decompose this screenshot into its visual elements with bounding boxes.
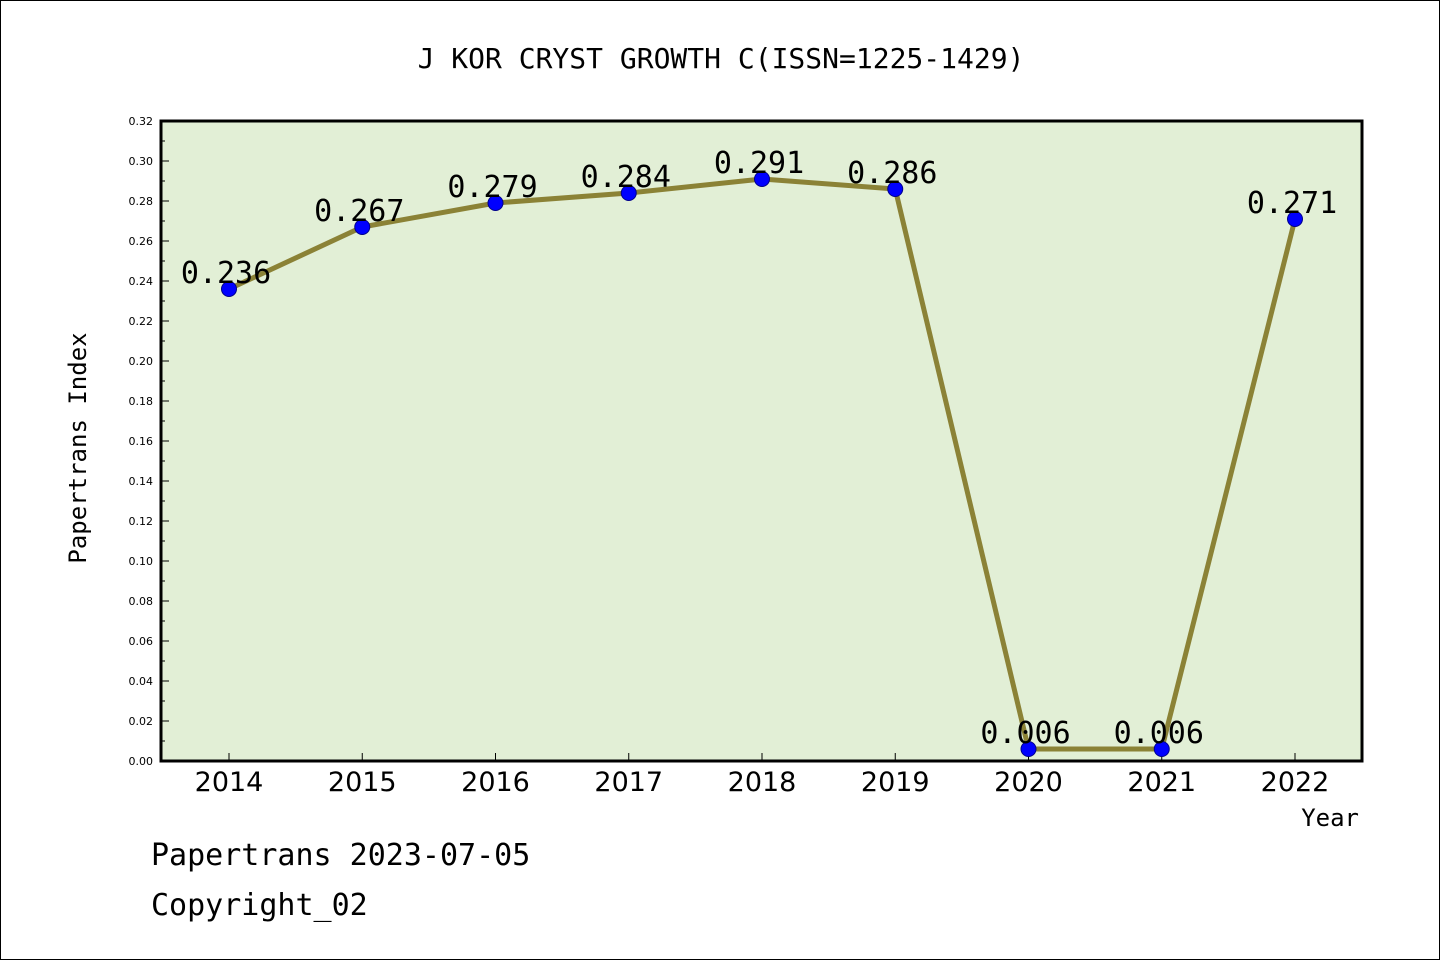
x-tick-label: 2019: [861, 767, 930, 798]
data-label: 0.279: [447, 170, 537, 205]
y-tick-label: 0.28: [129, 195, 154, 208]
y-tick-label: 0.24: [129, 275, 154, 288]
x-tick-label: 2021: [1127, 767, 1196, 798]
y-axis-label: Papertrans Index: [64, 332, 92, 563]
x-axis-label: Year: [1301, 804, 1359, 832]
data-point: [1020, 741, 1037, 757]
x-tick-label: 2018: [728, 767, 797, 798]
y-tick-label: 0.04: [129, 675, 154, 688]
data-point: [221, 281, 237, 297]
y-tick-label: 0.12: [129, 515, 154, 528]
plot-border: [159, 119, 1364, 763]
data-label: 0.267: [314, 194, 404, 229]
data-label: 0.236: [181, 256, 271, 291]
y-tick-label: 0.10: [129, 555, 154, 568]
x-tick-label: 2022: [1261, 767, 1330, 798]
data-point: [754, 171, 770, 187]
data-point: [620, 185, 637, 201]
data-points: [221, 171, 1303, 757]
y-tick-label: 0.22: [129, 315, 154, 328]
data-label: 0.271: [1247, 186, 1337, 221]
x-tick-label: 2015: [328, 767, 397, 798]
y-tick-label: 0.26: [129, 235, 154, 248]
data-label: 0.284: [581, 160, 671, 195]
footer-date: Papertrans 2023-07-05: [151, 838, 530, 873]
x-tick-label: 2016: [461, 767, 530, 798]
data-point: [354, 219, 371, 235]
data-label: 0.006: [1114, 716, 1204, 751]
y-tick-label: 0.08: [129, 595, 154, 608]
y-tick-label: 0.16: [129, 435, 154, 448]
y-tick-label: 0.32: [129, 115, 154, 128]
data-labels: 0.236 0.267 0.279 0.284 0.291 0.286 0.006 0.006…: [181, 146, 1337, 751]
chart-title: J KOR CRYST GROWTH C(ISSN=1225-1429): [418, 42, 1025, 75]
y-tick-label: 0.06: [129, 635, 154, 648]
data-label: 0.006: [980, 716, 1070, 751]
data-label: 0.286: [847, 156, 937, 191]
data-point: [887, 181, 904, 197]
x-tick-label: 2020: [994, 767, 1063, 798]
y-tick-label: 0.18: [129, 395, 154, 408]
y-tick-label: 0.00: [129, 755, 154, 768]
data-point: [487, 195, 504, 211]
y-axis: 0.00 0.02 0.04 0.06 0.08 0.10 0.12 0.14 0.16 0.18…: [129, 115, 169, 768]
data-point: [1153, 741, 1170, 757]
x-tick-label: 2014: [195, 767, 264, 798]
x-axis: 2014 2015 2016 2017 2018 2019 2020 2021 2022: [195, 753, 1330, 798]
y-tick-label: 0.14: [129, 475, 154, 488]
data-label: 0.291: [714, 146, 804, 181]
y-tick-label: 0.30: [129, 155, 154, 168]
data-point: [1287, 211, 1303, 227]
x-tick-label: 2017: [594, 767, 663, 798]
footer-copyright: Copyright_02: [151, 888, 368, 923]
y-tick-label: 0.02: [129, 715, 154, 728]
y-tick-label: 0.20: [129, 355, 154, 368]
